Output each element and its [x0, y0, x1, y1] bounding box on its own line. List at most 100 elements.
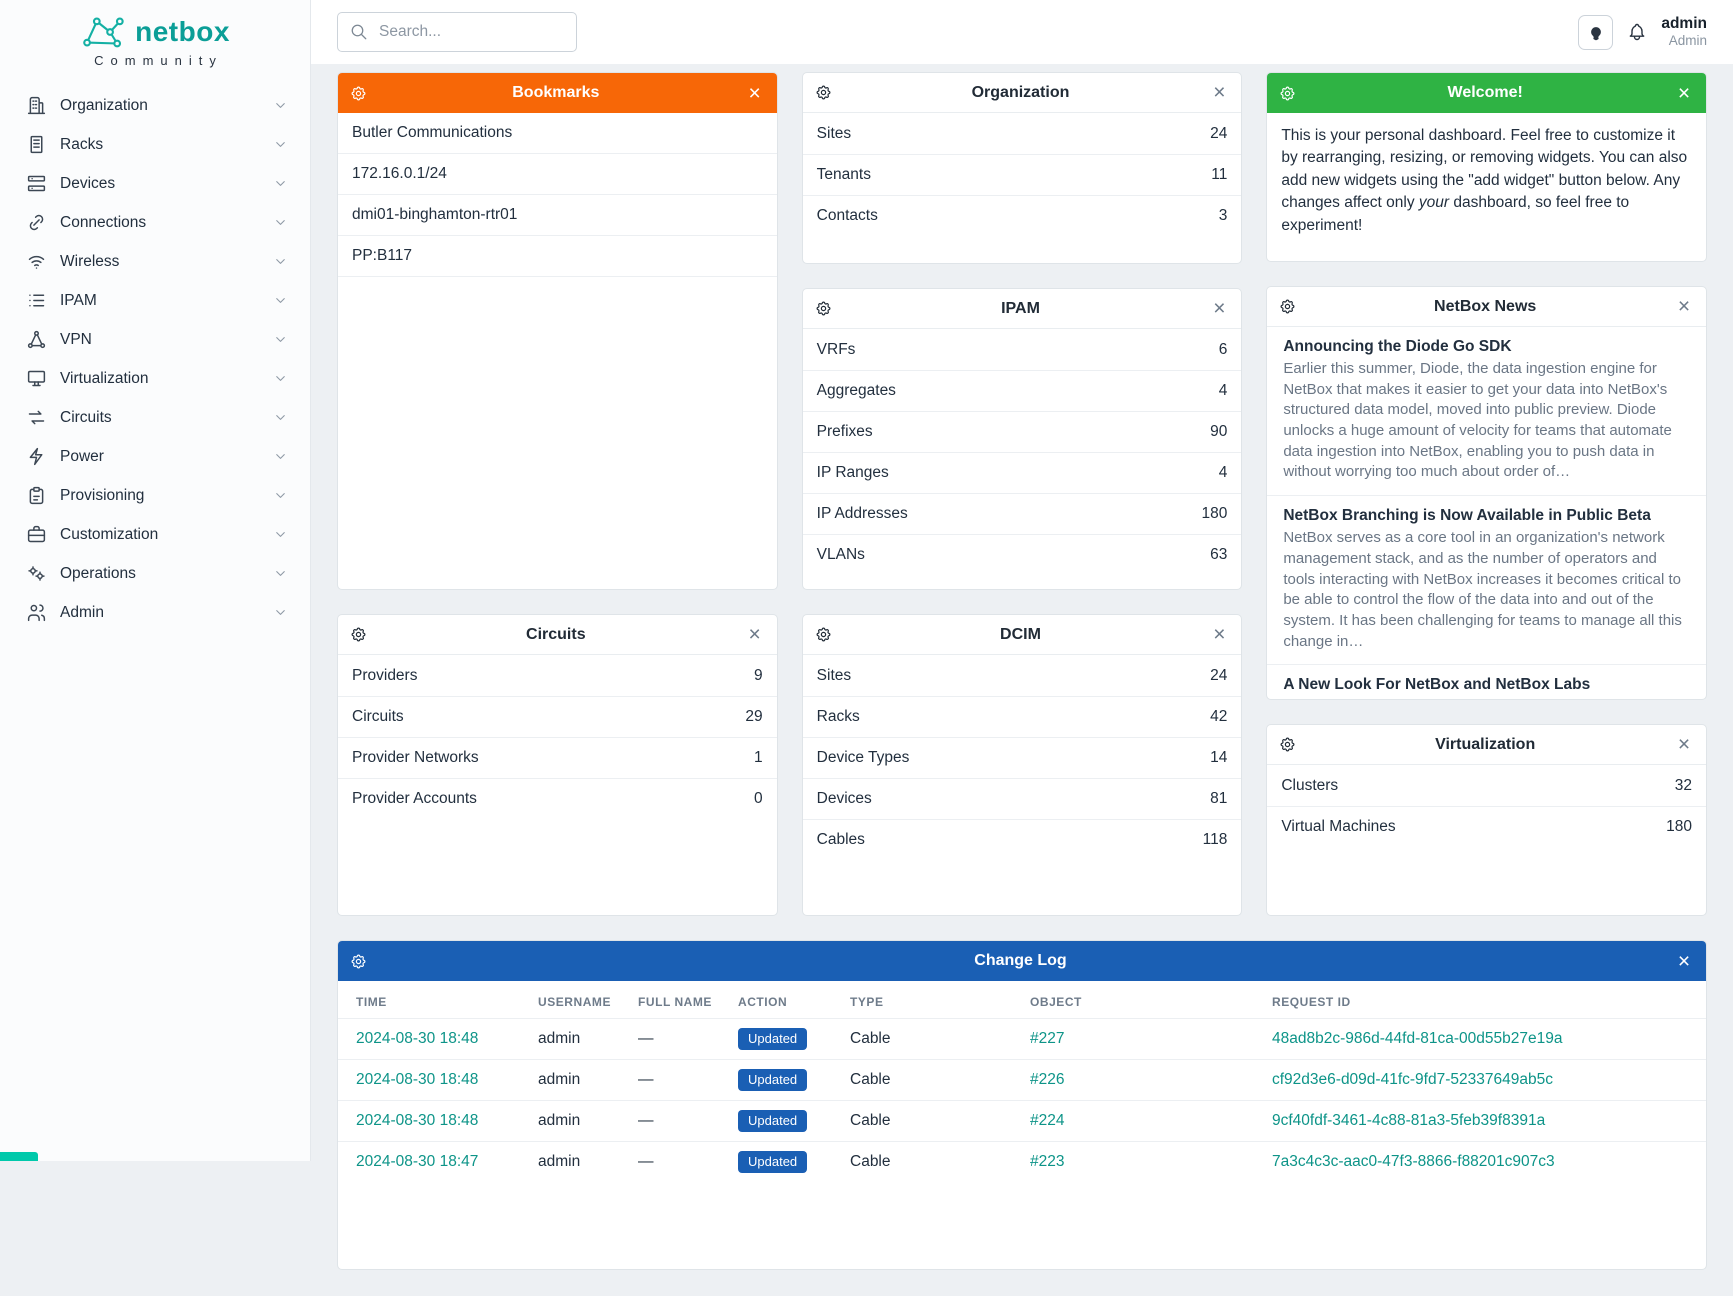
stat-label: Tenants: [817, 166, 871, 184]
brand-subtitle: Community: [0, 53, 310, 68]
widget-settings-icon[interactable]: [1279, 85, 1296, 102]
sidebar-item[interactable]: Wireless: [0, 242, 310, 281]
widget-close-icon[interactable]: ×: [1209, 298, 1229, 319]
news-article: A New Look For NetBox and NetBox Labs: [1267, 664, 1706, 700]
changelog-username: admin: [528, 1142, 628, 1183]
stat-label: IP Ranges: [817, 464, 889, 482]
sidebar-item-icon: [26, 524, 47, 545]
theme-toggle-button[interactable]: [1578, 15, 1613, 50]
stat-row: Cables 118: [803, 819, 1242, 860]
stat-value: 42: [1210, 708, 1227, 726]
changelog-object-link[interactable]: #223: [1030, 1153, 1064, 1170]
sidebar-item-label: Organization: [60, 97, 260, 115]
stat-row: Provider Accounts 0: [338, 778, 777, 819]
search-box[interactable]: [337, 12, 577, 52]
stat-row: Sites 24: [803, 655, 1242, 696]
chevron-down-icon: [273, 98, 288, 113]
widget-close-icon[interactable]: ×: [1674, 951, 1694, 972]
notifications-button[interactable]: [1627, 22, 1647, 42]
changelog-object-link[interactable]: #227: [1030, 1030, 1064, 1047]
sidebar-item[interactable]: Customization: [0, 515, 310, 554]
widget-close-icon[interactable]: ×: [1674, 83, 1694, 104]
changelog-request-id-link[interactable]: 7a3c4c3c-aac0-47f3-8866-f88201c907c3: [1272, 1153, 1555, 1170]
sidebar-item[interactable]: Virtualization: [0, 359, 310, 398]
news-article-title[interactable]: Announcing the Diode Go SDK: [1283, 338, 1690, 356]
welcome-text-emphasis: your: [1419, 194, 1449, 211]
widget-settings-icon[interactable]: [350, 626, 367, 643]
widget-settings-icon[interactable]: [815, 300, 832, 317]
sidebar-item-icon: [26, 563, 47, 584]
changelog-column-header: REQUEST ID: [1262, 981, 1706, 1019]
stat-value: 32: [1675, 777, 1692, 795]
widget-settings-icon[interactable]: [1279, 736, 1296, 753]
changelog-request-id-link[interactable]: cf92d3e6-d09d-41fc-9fd7-52337649ab5c: [1272, 1071, 1553, 1088]
bookmark-item[interactable]: dmi01-binghamton-rtr01: [338, 195, 777, 236]
widget-header-ipam: IPAM ×: [803, 289, 1242, 329]
sidebar-item[interactable]: Racks: [0, 125, 310, 164]
sidebar-item[interactable]: Circuits: [0, 398, 310, 437]
sidebar-item[interactable]: Operations: [0, 554, 310, 593]
sidebar-item-icon: [26, 446, 47, 467]
sidebar-item[interactable]: Connections: [0, 203, 310, 242]
user-menu[interactable]: admin Admin: [1661, 14, 1707, 50]
sidebar-item-label: Connections: [60, 214, 260, 232]
changelog-column-header: ACTION: [728, 981, 840, 1019]
changelog-object-link[interactable]: #226: [1030, 1071, 1064, 1088]
changelog-time-link[interactable]: 2024-08-30 18:48: [356, 1030, 478, 1047]
widget-bookmarks: Bookmarks × Butler Communications 172.16…: [337, 72, 778, 590]
sidebar-item[interactable]: Organization: [0, 86, 310, 125]
stat-row: Tenants 11: [803, 154, 1242, 195]
widget-settings-icon[interactable]: [350, 953, 367, 970]
changelog-column-header: TIME: [338, 981, 528, 1019]
changelog-time-link[interactable]: 2024-08-30 18:48: [356, 1071, 478, 1088]
stat-row: Circuits 29: [338, 696, 777, 737]
sidebar-item[interactable]: Provisioning: [0, 476, 310, 515]
sidebar-item[interactable]: Power: [0, 437, 310, 476]
search-input[interactable]: [377, 22, 564, 42]
sidebar-item[interactable]: VPN: [0, 320, 310, 359]
bell-icon: [1627, 22, 1647, 42]
widget-close-icon[interactable]: ×: [745, 83, 765, 104]
widget-dcim: DCIM × Sites 24 Racks 42: [802, 614, 1243, 916]
changelog-request-id-link[interactable]: 9cf40fdf-3461-4c88-81a3-5feb39f8391a: [1272, 1112, 1545, 1129]
sidebar-item[interactable]: Admin: [0, 593, 310, 632]
main-area: admin Admin Bookmarks × Butler Communica…: [311, 0, 1733, 1296]
changelog-type: Cable: [840, 1060, 1020, 1101]
bookmark-item[interactable]: Butler Communications: [338, 113, 777, 154]
changelog-request-id-link[interactable]: 48ad8b2c-986d-44fd-81ca-00d55b27e19a: [1272, 1030, 1562, 1047]
changelog-type: Cable: [840, 1142, 1020, 1183]
widget-title: Welcome!: [1304, 84, 1666, 102]
widget-close-icon[interactable]: ×: [1209, 624, 1229, 645]
widget-title: IPAM: [840, 300, 1202, 318]
changelog-username: admin: [528, 1019, 628, 1060]
news-article: NetBox Branching is Now Available in Pub…: [1267, 495, 1706, 664]
bookmark-item[interactable]: PP:B117: [338, 236, 777, 277]
changelog-object-link[interactable]: #224: [1030, 1112, 1064, 1129]
widget-title: Change Log: [375, 952, 1666, 970]
widget-close-icon[interactable]: ×: [1674, 296, 1694, 317]
sidebar-item[interactable]: Devices: [0, 164, 310, 203]
news-article-title[interactable]: A New Look For NetBox and NetBox Labs: [1283, 676, 1690, 694]
news-article-title[interactable]: NetBox Branching is Now Available in Pub…: [1283, 507, 1690, 525]
changelog-time-link[interactable]: 2024-08-30 18:47: [356, 1153, 478, 1170]
chevron-down-icon: [273, 410, 288, 425]
sidebar-item[interactable]: IPAM: [0, 281, 310, 320]
widget-settings-icon[interactable]: [815, 626, 832, 643]
widget-close-icon[interactable]: ×: [1674, 734, 1694, 755]
chevron-down-icon: [273, 449, 288, 464]
stat-label: Provider Networks: [352, 749, 479, 767]
stat-label: Racks: [817, 708, 860, 726]
stat-label: Providers: [352, 667, 417, 685]
widget-close-icon[interactable]: ×: [745, 624, 765, 645]
bookmark-item[interactable]: 172.16.0.1/24: [338, 154, 777, 195]
changelog-time-link[interactable]: 2024-08-30 18:48: [356, 1112, 478, 1129]
sidebar-item-icon: [26, 212, 47, 233]
widget-settings-icon[interactable]: [1279, 298, 1296, 315]
widget-settings-icon[interactable]: [815, 84, 832, 101]
widget-settings-icon[interactable]: [350, 85, 367, 102]
widget-close-icon[interactable]: ×: [1209, 82, 1229, 103]
sidebar-item-label: Provisioning: [60, 487, 260, 505]
sidebar-item-icon: [26, 173, 47, 194]
lightbulb-icon: [1586, 22, 1606, 42]
